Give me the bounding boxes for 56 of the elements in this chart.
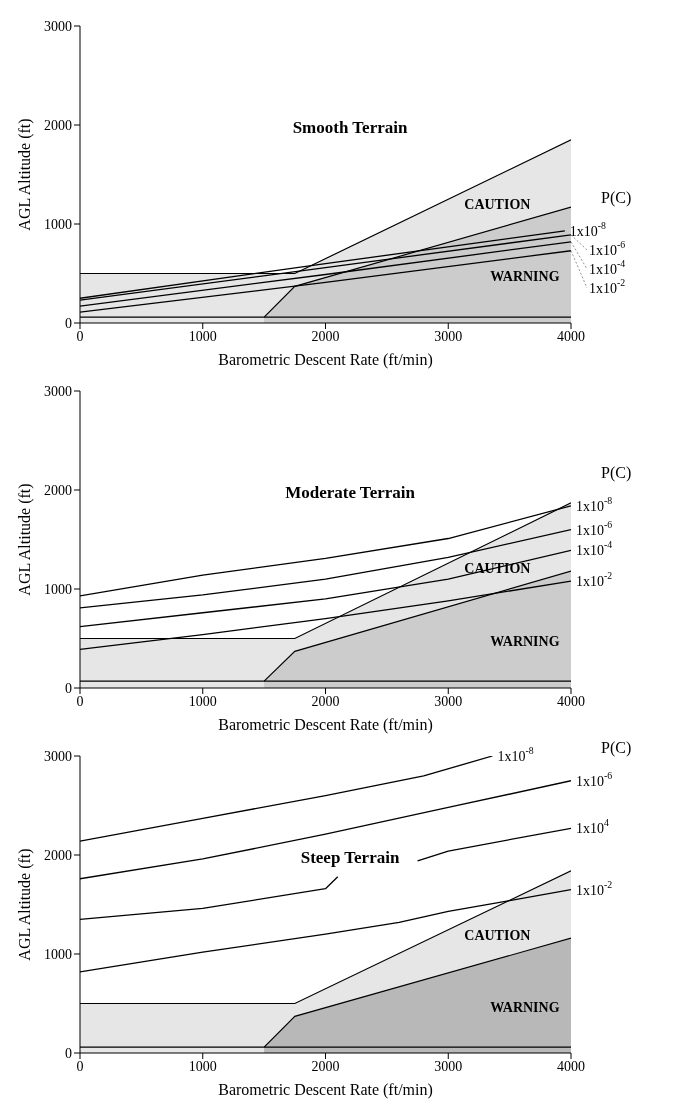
x-tick-label: 3000	[434, 693, 463, 709]
y-tick-label: 0	[65, 1045, 72, 1061]
x-axis-title: Barometric Descent Rate (ft/min)	[218, 1081, 433, 1099]
text: Smooth Terrain	[292, 117, 408, 137]
annotation: WARNING	[490, 633, 560, 649]
series-label: 1x10$^{-6}$	[589, 238, 626, 258]
y-tick-label: 3000	[44, 18, 72, 34]
x-tick-label: 0	[76, 693, 84, 709]
x-tick-label: 4000	[557, 1058, 585, 1074]
x-tick-label: 0	[76, 328, 84, 344]
x-tick-label: 1000	[188, 693, 217, 709]
series-label: 1x10$^{-6}$	[576, 518, 613, 538]
x-tick-label: 1000	[188, 328, 217, 344]
series-label: 1x10$^{-8}$	[497, 745, 534, 764]
y-tick-label: 1000	[44, 581, 72, 597]
y-tick-label: 3000	[44, 383, 72, 399]
y-axis-title: AGL Altitude (ft)	[16, 848, 34, 961]
y-tick-label: 3000	[44, 748, 72, 764]
y-axis-title: AGL Altitude (ft)	[16, 118, 34, 231]
legend-title: P(C)	[601, 463, 632, 482]
x-tick-label: 0	[76, 1058, 84, 1074]
y-tick-label: 2000	[44, 847, 72, 863]
x-tick-label: 1000	[188, 1058, 217, 1074]
series-label: 1x10$^{-6}$	[576, 769, 613, 789]
x-axis-title: Barometric Descent Rate (ft/min)	[218, 716, 433, 734]
y-tick-label: 1000	[44, 216, 72, 232]
x-tick-label: 2000	[311, 693, 340, 709]
text: Moderate Terrain	[285, 482, 416, 502]
x-tick-label: 2000	[311, 328, 340, 344]
x-tick-label: 4000	[557, 693, 585, 709]
series-label: 1x10$^{-2}$	[576, 878, 613, 898]
text: Steep Terrain	[300, 847, 400, 867]
y-axis-title: AGL Altitude (ft)	[16, 483, 34, 596]
annotation: WARNING	[490, 269, 560, 285]
x-tick-label: 4000	[557, 328, 585, 344]
y-tick-label: 2000	[44, 482, 72, 498]
y-tick-label: 1000	[44, 946, 72, 962]
annotation: CAUTION	[464, 927, 531, 943]
y-tick-label: 2000	[44, 117, 72, 133]
series-label: 1x10$^{-8}$	[576, 494, 613, 514]
x-tick-label: 3000	[434, 328, 463, 344]
y-tick-label: 0	[65, 680, 72, 696]
annotation: CAUTION	[464, 197, 531, 213]
x-axis-title: Barometric Descent Rate (ft/min)	[218, 351, 433, 369]
annotation: WARNING	[490, 999, 560, 1015]
legend-title: P(C)	[601, 738, 632, 757]
x-tick-label: 2000	[311, 1058, 340, 1074]
text: 1x10$^{-2}$	[589, 276, 626, 296]
series-label: 1x10$^{-4}$	[589, 257, 626, 277]
x-tick-label: 3000	[434, 1058, 463, 1074]
legend-title: P(C)	[601, 188, 632, 207]
series-label: 1x10$^{-4}$	[576, 539, 613, 558]
y-tick-label: 0	[65, 315, 72, 331]
series-label: 1x10$^{-2}$	[576, 570, 613, 589]
series-label: 1x10$^{-8}$	[569, 219, 607, 239]
series-label: 1x10$^{4}$	[576, 817, 609, 836]
